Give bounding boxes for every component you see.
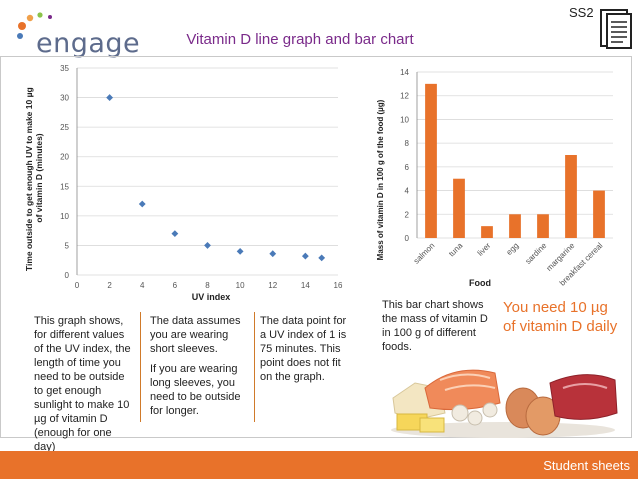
bar-salmon xyxy=(425,83,437,238)
scatter-y-tick: 25 xyxy=(60,123,69,132)
bar-x-tick: tuna xyxy=(447,241,465,259)
bar-tuna xyxy=(453,178,465,238)
bar-gridlines xyxy=(416,71,613,239)
page-title: Vitamin D line graph and bar chart xyxy=(186,31,414,48)
scatter-point xyxy=(106,94,114,101)
bar-x-tick: sardine xyxy=(523,241,548,266)
uv1-note: The data point for a UV index of 1 is 75… xyxy=(260,315,347,383)
bar-y-label: Mass of vitamin D in 100 g of the food (… xyxy=(376,99,385,260)
scatter-x-tick: 16 xyxy=(334,281,343,290)
scatter-point xyxy=(236,247,244,255)
scatter-x-tick: 14 xyxy=(301,281,310,290)
scatter-point xyxy=(269,250,277,258)
bar-x-label: Food xyxy=(469,278,491,288)
daily-need-callout: You need 10 µg of vitamin D daily xyxy=(503,299,618,335)
bar-y-tick: 14 xyxy=(400,68,409,77)
scatter-y-tick: 5 xyxy=(65,241,70,250)
scatter-point xyxy=(301,252,309,260)
content-frame xyxy=(0,56,632,438)
scatter-x-tick: 2 xyxy=(107,281,112,290)
logo-text: engage xyxy=(36,28,141,59)
bar-x-tick: liver xyxy=(476,241,493,258)
footer-label: Student sheets xyxy=(543,458,630,473)
scatter-x-tick: 4 xyxy=(140,281,145,290)
scatter-x-label: UV index xyxy=(192,292,231,302)
bar-y-tick: 0 xyxy=(405,234,410,243)
vitamin-d-foods-image xyxy=(391,369,618,438)
scatter-x-ticks: 0 2 4 6 8 10 12 14 16 xyxy=(75,281,343,290)
uv-scatter-chart: 0 5 10 15 20 25 30 35 0 2 4 6 8 10 12 14 16 UV index Ti… xyxy=(24,64,343,302)
sleeves-note-short: The data assumes you are wearing short s… xyxy=(150,315,241,355)
scatter-description: This graph shows, for different values o… xyxy=(34,315,131,453)
scatter-x-tick: 0 xyxy=(75,281,80,290)
scatter-x-tick: 10 xyxy=(236,281,245,290)
scatter-x-tick: 6 xyxy=(173,281,178,290)
bar-description: This bar chart shows the mass of vitamin… xyxy=(382,299,488,353)
scatter-y-tick: 15 xyxy=(60,182,69,191)
scatter-y-label: Time outside to get enough UV to make 10… xyxy=(24,85,44,271)
engage-logo xyxy=(17,12,52,39)
scatter-y-tick: 20 xyxy=(60,153,69,162)
bar-margarine xyxy=(565,155,577,238)
bar-y-tick: 6 xyxy=(405,163,410,172)
bar-y-tick: 4 xyxy=(405,187,410,196)
scatter-point xyxy=(318,254,326,262)
divider xyxy=(254,312,255,422)
scatter-y-tick: 0 xyxy=(65,271,70,280)
bar-y-tick: 8 xyxy=(405,139,410,148)
scatter-points xyxy=(106,94,326,262)
scatter-y-tick: 30 xyxy=(60,94,69,103)
scatter-point xyxy=(138,200,146,208)
bar-sardine xyxy=(537,214,549,238)
bar-y-tick: 12 xyxy=(400,92,409,101)
scatter-y-tick: 10 xyxy=(60,212,69,221)
scatter-x-tick: 12 xyxy=(268,281,277,290)
scatter-gridlines xyxy=(76,67,338,276)
bar-x-tick: egg xyxy=(505,241,521,257)
bar-egg xyxy=(509,214,521,238)
scatter-y-ticks: 0 5 10 15 20 25 30 35 xyxy=(60,64,69,280)
scatter-point xyxy=(171,230,179,237)
footer-bar: Student sheets xyxy=(0,451,638,479)
scatter-y-tick: 35 xyxy=(60,64,69,73)
sleeves-note: The data assumes you are wearing short s… xyxy=(150,314,250,418)
bar-series xyxy=(425,83,605,238)
bar-x-tick: salmon xyxy=(412,241,437,266)
bar-x-ticks: salmon tuna liver egg sardinemargarinebreakf… xyxy=(412,241,605,288)
logo-dots-icon xyxy=(17,12,52,39)
document-icon xyxy=(600,9,632,49)
sheet-code: SS2 xyxy=(569,5,594,20)
divider xyxy=(140,312,141,422)
sleeves-note-long: If you are wearing long sleeves, you nee… xyxy=(150,363,241,417)
bar-y-tick: 2 xyxy=(405,210,410,219)
bar-y-tick: 10 xyxy=(400,115,409,124)
bar-breakfast-cereal xyxy=(593,190,605,238)
scatter-x-tick: 8 xyxy=(205,281,210,290)
scatter-point xyxy=(204,242,211,249)
bar-y-ticks: 0 2 4 6 8 10 12 14 xyxy=(400,68,409,243)
bar-liver xyxy=(481,226,493,238)
